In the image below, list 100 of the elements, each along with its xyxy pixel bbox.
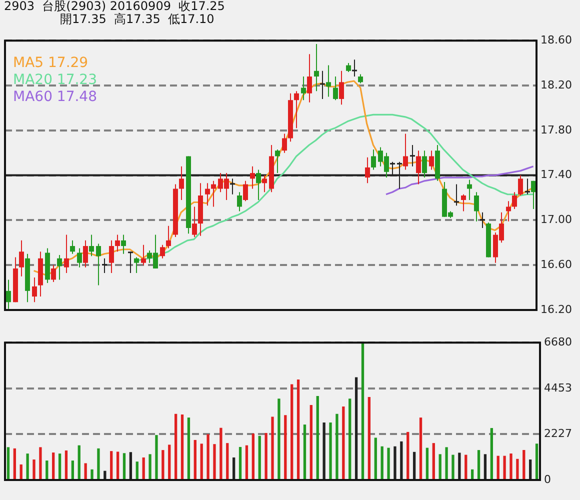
bar [354, 377, 358, 480]
bar [464, 454, 468, 480]
bar [426, 448, 429, 480]
bar [20, 464, 22, 480]
y-tick-label: 16.60 [540, 258, 572, 271]
candlestick [275, 148, 280, 174]
bar [445, 447, 448, 480]
bar [32, 460, 36, 480]
candlestick [102, 258, 107, 274]
y-tick-label: 0 [544, 472, 552, 486]
chart-title: 2903 台股(2903) 20160909 收17.25 [4, 0, 226, 13]
candlestick [211, 180, 216, 208]
y-tick-label: 17.00 [540, 213, 572, 226]
bar [39, 447, 42, 480]
candlestick [57, 254, 62, 280]
bar [310, 405, 313, 480]
bar [238, 446, 242, 480]
candlestick [134, 256, 139, 274]
candlestick [166, 225, 171, 249]
chart-subtitle: 開17.35 高17.35 低17.10 [59, 12, 216, 26]
bar [432, 443, 435, 480]
bar [380, 446, 384, 480]
candlestick [474, 192, 479, 222]
candlestick [416, 150, 421, 185]
candlestick [294, 90, 299, 129]
bar [496, 456, 500, 480]
bar [71, 460, 74, 480]
candlestick [410, 144, 415, 167]
bar [206, 434, 210, 480]
bar [458, 452, 461, 480]
bar [290, 384, 294, 480]
bar [477, 450, 480, 480]
candlestick [352, 59, 357, 78]
candlestick [83, 240, 88, 268]
bar [271, 416, 274, 480]
candlestick [314, 43, 319, 92]
bar [148, 454, 152, 480]
y-tick-label: 17.40 [540, 168, 572, 182]
bar [162, 450, 164, 480]
y-tick-label: 17.80 [540, 123, 572, 136]
candlestick [307, 54, 312, 103]
bar [194, 440, 196, 480]
candlestick [461, 194, 466, 212]
bar [329, 422, 332, 480]
bar [316, 396, 319, 480]
bar [510, 454, 512, 480]
bar [174, 414, 178, 480]
text: MA20 17.23 [13, 72, 97, 88]
candlestick [365, 156, 370, 184]
bar [187, 418, 190, 480]
bar [529, 460, 532, 480]
text: MA5 17.29 [13, 55, 88, 72]
bar [226, 443, 229, 480]
candlestick [454, 184, 459, 206]
bar [342, 406, 345, 480]
bar [245, 445, 248, 480]
bar [200, 444, 203, 480]
candlestick [64, 234, 69, 274]
bar [470, 469, 474, 480]
bar [13, 448, 16, 480]
bar [64, 450, 68, 480]
bar [322, 422, 326, 480]
candlestick [32, 276, 37, 303]
bar [406, 432, 410, 480]
y-tick-label: 2227 [544, 427, 572, 440]
candlestick [320, 70, 325, 100]
candlestick [525, 178, 530, 195]
candlestick [506, 200, 511, 222]
bar [180, 414, 184, 480]
bar [296, 380, 300, 480]
bar [129, 452, 132, 480]
bar [387, 448, 390, 480]
y-tick-label: 4453 [544, 381, 572, 394]
candlestick [256, 169, 261, 200]
bar [452, 454, 454, 480]
candlestick [51, 264, 56, 282]
candlestick [467, 179, 472, 200]
bar [336, 414, 338, 480]
candlestick [422, 150, 427, 178]
bar [46, 460, 48, 480]
bar [503, 456, 506, 480]
candlestick [141, 244, 146, 266]
bar [535, 444, 538, 480]
bar [136, 462, 138, 480]
candlestick [301, 76, 306, 101]
bar [6, 447, 10, 480]
y-tick-label: 6680 [544, 335, 572, 348]
candlestick [89, 234, 94, 257]
bar [278, 398, 280, 480]
bar [90, 469, 94, 480]
candlestick [19, 240, 24, 277]
bar [58, 454, 62, 480]
candlestick [121, 234, 126, 254]
bar [522, 450, 526, 480]
bar [213, 444, 216, 480]
bar [516, 458, 519, 480]
candlestick [205, 182, 210, 206]
candlestick [326, 64, 331, 98]
candlestick [6, 279, 11, 310]
bar [412, 452, 416, 480]
